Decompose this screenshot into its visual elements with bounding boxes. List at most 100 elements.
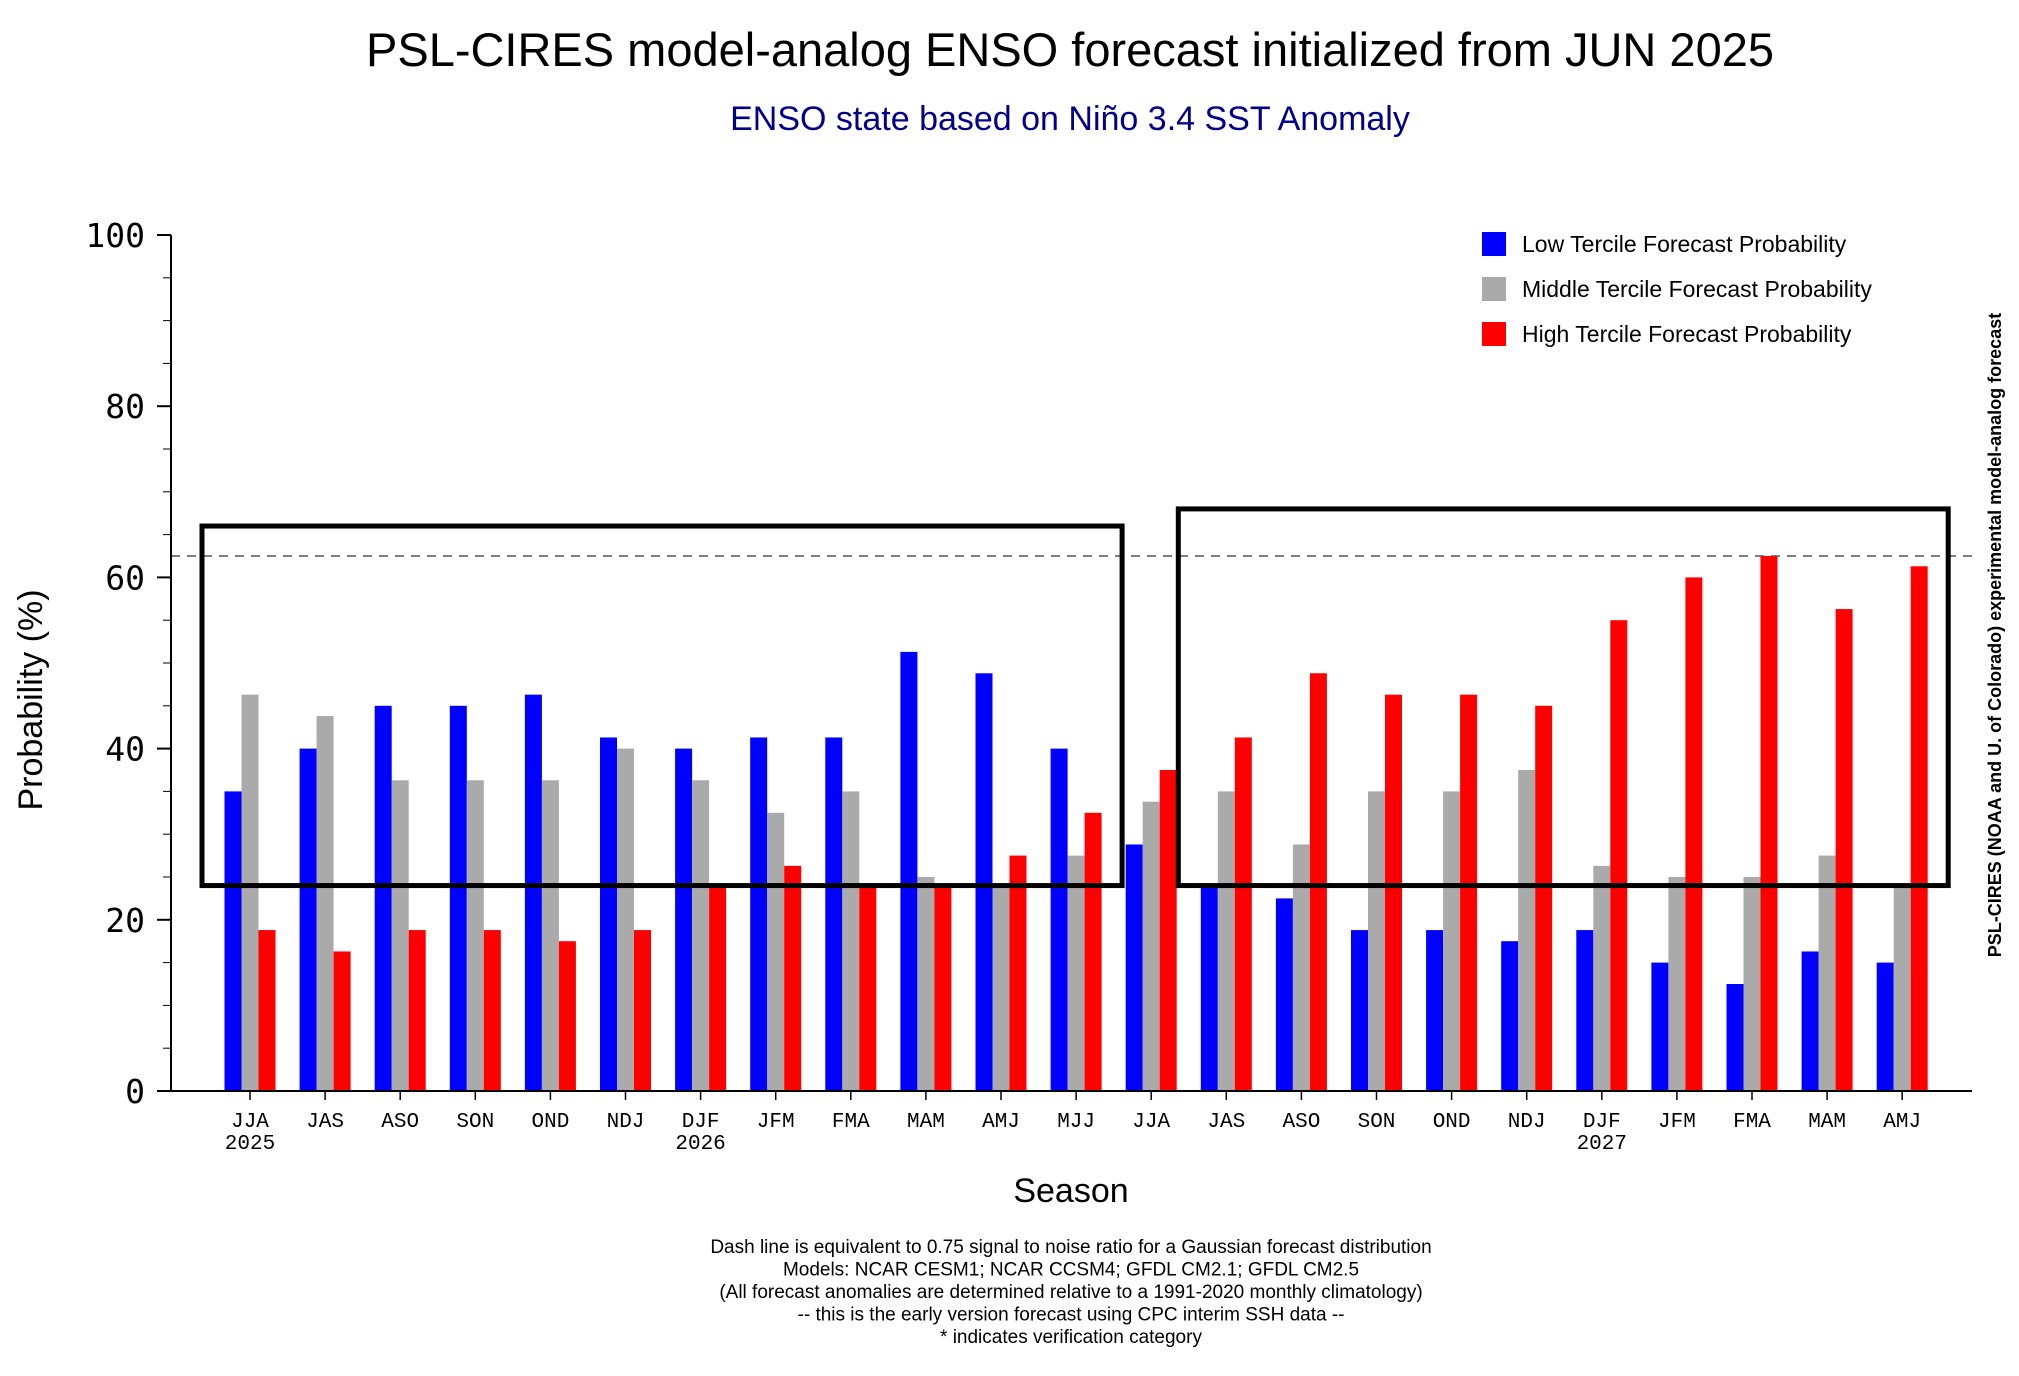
season-label: ASO [1282,1111,1320,1134]
bar-high-0 [258,930,276,1091]
bar-high-1 [333,951,351,1091]
side-label: PSL-CIRES (NOAA and U. of Colorado) expe… [1985,313,2005,957]
season-label: DJF [1583,1111,1621,1134]
bar-low-0 [224,791,242,1091]
bar-low-16 [1426,930,1444,1091]
chart-subtitle: ENSO state based on Niño 3.4 SST Anomaly [730,100,1410,138]
highlight-box-0 [199,523,1125,889]
season-label: MAM [907,1111,945,1134]
bars-layer [224,556,1928,1091]
footnote-line: -- this is the early version forecast us… [798,1305,1345,1326]
bar-low-9 [900,651,918,1091]
bar-high-12 [1159,770,1177,1091]
bar-middle-16 [1443,791,1461,1091]
season-label: DJF [682,1111,720,1134]
y-axis-label: Probability (%) [12,589,50,810]
bar-low-20 [1726,984,1744,1091]
bar-low-2 [374,705,392,1091]
bar-high-9 [934,887,952,1091]
bar-low-17 [1501,941,1519,1091]
season-label: JAS [306,1111,344,1134]
legend-label: Low Tercile Forecast Probability [1522,231,1847,257]
bar-low-18 [1576,930,1594,1091]
footnote-line: Dash line is equivalent to 0.75 signal t… [710,1237,1431,1258]
bar-high-15 [1385,694,1402,1091]
bar-low-8 [825,737,843,1091]
season-label: FMA [1733,1111,1771,1134]
bar-low-14 [1275,898,1293,1091]
season-label: SON [1358,1111,1396,1134]
bar-high-17 [1535,705,1553,1091]
season-label: JJA [231,1111,269,1134]
legend-swatch [1482,277,1506,301]
bar-middle-19 [1668,877,1686,1091]
bar-middle-4 [541,780,559,1091]
bar-low-5 [600,737,617,1091]
bar-high-8 [859,887,877,1091]
bar-middle-3 [466,780,484,1091]
highlight-box-1 [1175,506,1951,889]
bar-high-14 [1309,673,1327,1091]
bar-middle-22 [1893,887,1911,1091]
bar-low-7 [750,737,768,1091]
season-label: JFM [757,1111,795,1134]
footnote-line: (All forecast anomalies are determined r… [719,1282,1422,1303]
season-label: JJA [1132,1111,1170,1134]
bar-middle-1 [316,716,334,1091]
season-label: OND [531,1111,569,1134]
bar-middle-0 [241,694,259,1091]
bar-low-1 [299,748,317,1091]
bar-low-4 [524,694,542,1091]
bar-low-10 [975,673,993,1091]
season-label: NDJ [607,1111,645,1134]
footnote-line: Models: NCAR CESM1; NCAR CCSM4; GFDL CM2… [783,1260,1359,1281]
season-label: ASO [381,1111,419,1134]
bar-low-3 [449,705,467,1091]
bar-low-12 [1125,844,1143,1091]
bar-high-7 [784,865,802,1091]
bar-middle-11 [1067,855,1085,1091]
bar-middle-13 [1217,791,1235,1091]
season-label: MAM [1808,1111,1846,1134]
bar-low-15 [1351,930,1368,1091]
year-label: 2026 [675,1133,725,1156]
bar-low-11 [1050,748,1068,1091]
legend-label: Middle Tercile Forecast Probability [1522,276,1872,302]
bar-high-19 [1685,577,1703,1091]
bar-middle-10 [992,887,1010,1091]
legend-swatch [1482,232,1506,256]
chart-title: PSL-CIRES model-analog ENSO forecast ini… [366,23,1774,76]
x-axis-label: Season [1013,1172,1128,1210]
season-label: OND [1433,1111,1471,1134]
year-label: 2025 [225,1133,275,1156]
bar-high-21 [1835,609,1853,1091]
bar-middle-14 [1292,844,1310,1091]
bar-high-5 [634,930,651,1091]
bar-low-19 [1651,962,1669,1091]
year-label: 2027 [1577,1133,1627,1156]
bar-middle-9 [917,877,935,1091]
legend-label: High Tercile Forecast Probability [1522,321,1852,347]
bar-middle-20 [1743,877,1761,1091]
season-label: SON [456,1111,494,1134]
legend: Low Tercile Forecast Probability Middle T… [1482,231,1872,347]
bar-high-22 [1910,566,1928,1091]
bar-high-4 [558,941,576,1091]
bar-low-22 [1876,962,1894,1091]
bar-middle-7 [767,812,785,1091]
bar-high-20 [1760,556,1778,1091]
legend-swatch [1482,322,1506,346]
season-label: NDJ [1508,1111,1546,1134]
bar-middle-15 [1368,791,1385,1091]
bar-low-21 [1801,951,1819,1091]
bar-high-10 [1009,855,1027,1091]
bar-high-13 [1234,737,1252,1091]
bar-middle-12 [1142,801,1160,1091]
y-tick-label: 0 [125,1072,145,1111]
bar-low-6 [675,748,693,1091]
y-tick-label: 60 [105,558,145,597]
y-tick-label: 40 [105,730,145,769]
bar-middle-2 [391,780,409,1091]
bar-middle-17 [1518,770,1536,1091]
